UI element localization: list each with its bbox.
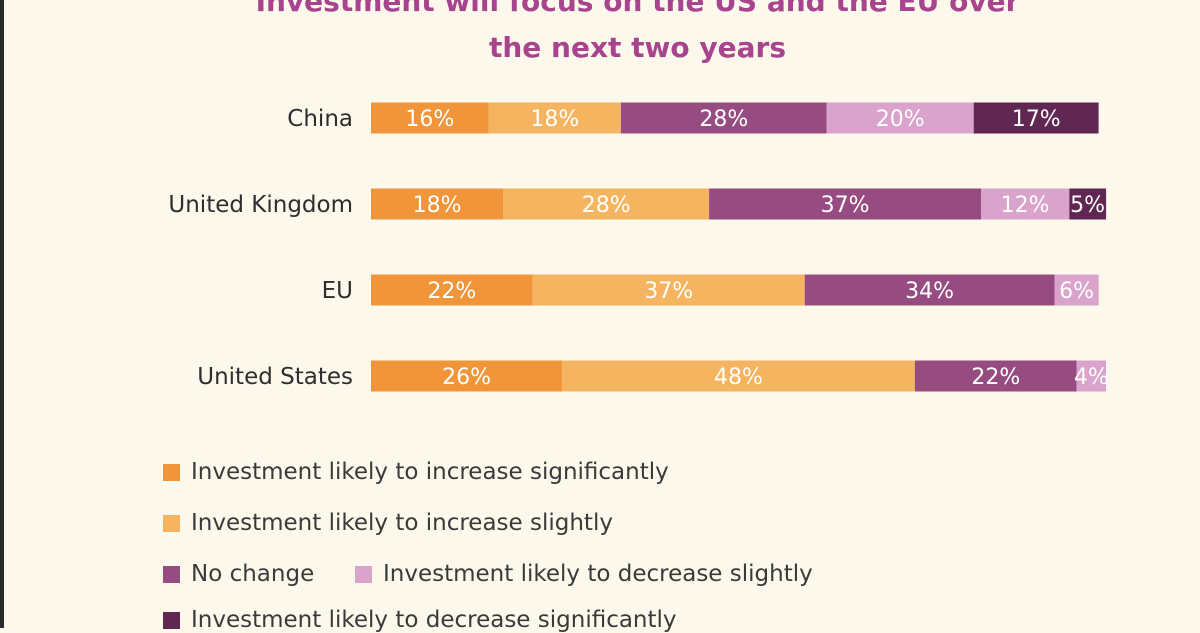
data-label-united-kingdom-s4: 5%: [1070, 193, 1105, 218]
bar-segment-china-s1: [488, 102, 621, 134]
legend-label: Investment likely to increase slightly: [191, 510, 613, 536]
chart-title-line-1: Investment will focus on the US and the …: [255, 0, 1020, 18]
legend-item-increase-slightly: Investment likely to increase slightly: [163, 510, 613, 536]
legend-label: Investment likely to decrease slightly: [383, 561, 813, 587]
bar-segment-united-kingdom-s0: [371, 188, 504, 220]
bar-segment-united-states-s2: [914, 360, 1077, 392]
bar-segment-eu-s1: [532, 274, 805, 306]
legend-label: Investment likely to increase significan…: [191, 459, 669, 485]
data-label-united-states-s2: 22%: [971, 365, 1020, 390]
page-edge: [0, 0, 4, 628]
data-label-china-s4: 17%: [1012, 107, 1061, 132]
data-label-united-kingdom-s3: 12%: [1001, 193, 1050, 218]
legend-swatch: [163, 565, 180, 583]
category-label-united-states: United States: [197, 364, 353, 390]
data-label-eu-s2: 34%: [905, 279, 954, 304]
legend-swatch: [163, 463, 180, 481]
bar-segment-china-s3: [826, 102, 974, 134]
bar-segment-eu-s2: [804, 274, 1055, 306]
data-label-eu-s0: 22%: [427, 279, 476, 304]
data-label-china-s1: 18%: [530, 107, 579, 132]
bar-segment-united-kingdom-s1: [503, 188, 710, 220]
bar-segment-united-kingdom-s4: [1069, 188, 1107, 220]
bar-segment-china-s4: [973, 102, 1099, 134]
bar-segment-eu-s3: [1054, 274, 1099, 306]
bar-segment-united-kingdom-s3: [981, 188, 1070, 220]
legend-label: No change: [191, 561, 315, 587]
legend-label: Investment likely to decrease significan…: [191, 607, 677, 633]
data-label-eu-s3: 6%: [1059, 279, 1094, 304]
data-label-china-s2: 28%: [699, 107, 748, 132]
data-label-eu-s1: 37%: [644, 279, 693, 304]
legend-swatch: [163, 514, 180, 532]
bar-segment-china-s2: [620, 102, 827, 134]
data-label-united-states-s3: 4%: [1074, 365, 1109, 390]
legend-item-no-change: No change: [163, 561, 314, 587]
chart-title-line-2: the next two years: [488, 31, 787, 64]
legend-swatch: [163, 611, 180, 629]
category-label-eu: EU: [322, 278, 353, 304]
data-label-china-s3: 20%: [876, 107, 925, 132]
data-label-united-states-s1: 48%: [714, 365, 763, 390]
bar-segment-eu-s0: [371, 274, 533, 306]
bar-segment-united-kingdom-s2: [709, 188, 981, 220]
bar-segment-united-states-s0: [371, 360, 563, 392]
legend-swatch: [355, 565, 372, 583]
category-label-china: China: [287, 106, 353, 132]
data-label-united-kingdom-s2: 37%: [821, 193, 870, 218]
legend-item-decrease-significantly: Investment likely to decrease significan…: [163, 607, 677, 633]
bar-segment-united-states-s3: [1076, 360, 1106, 392]
legend-item-decrease-slightly: Investment likely to decrease slightly: [355, 561, 813, 587]
data-label-united-kingdom-s1: 28%: [582, 193, 631, 218]
bar-segment-china-s0: [371, 102, 489, 134]
data-label-united-kingdom-s0: 18%: [413, 193, 462, 218]
data-label-united-states-s0: 26%: [442, 365, 491, 390]
data-label-china-s0: 16%: [405, 107, 454, 132]
category-label-united-kingdom: United Kingdom: [168, 192, 353, 218]
bar-segment-united-states-s1: [562, 360, 915, 392]
legend-item-increase-significantly: Investment likely to increase significan…: [163, 459, 669, 485]
